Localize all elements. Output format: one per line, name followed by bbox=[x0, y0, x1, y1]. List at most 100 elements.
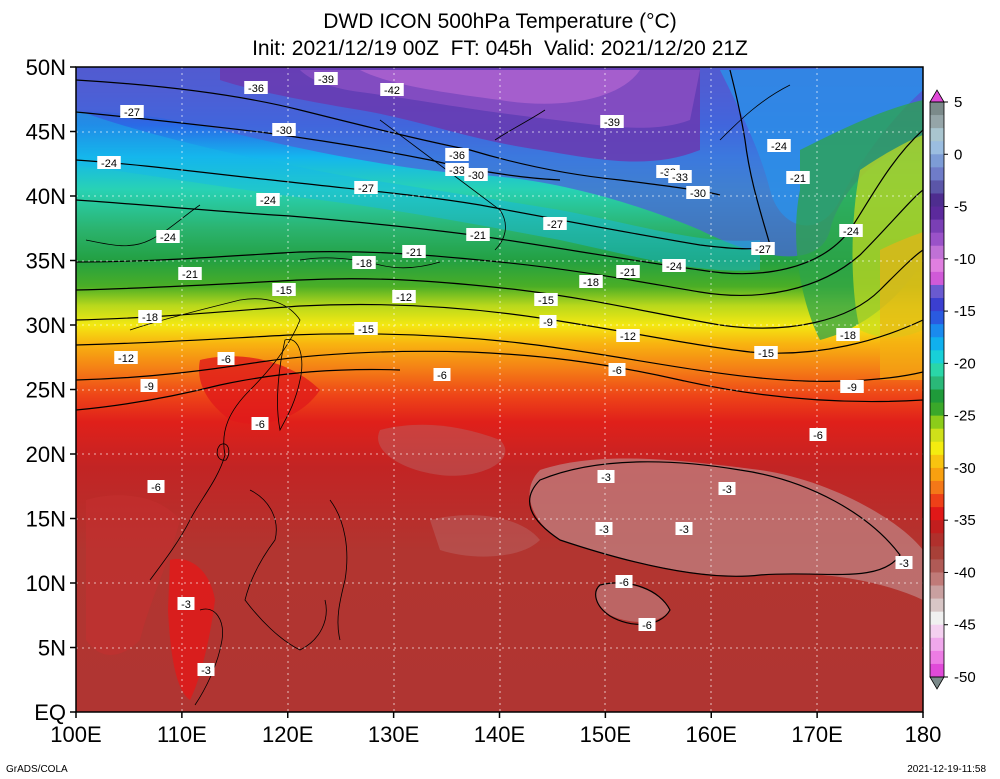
svg-text:-30: -30 bbox=[690, 188, 706, 200]
svg-text:-21: -21 bbox=[620, 267, 636, 279]
footer-software-credit: GrADS/COLA bbox=[6, 764, 68, 775]
contour-label: -6 bbox=[809, 428, 827, 442]
contour-label: -24 bbox=[97, 156, 121, 170]
svg-text:-9: -9 bbox=[543, 317, 553, 329]
colorbar-swatch bbox=[930, 559, 944, 573]
svg-text:-27: -27 bbox=[547, 219, 563, 231]
colorbar-swatch bbox=[930, 494, 944, 508]
svg-text:-12: -12 bbox=[118, 353, 134, 365]
contour-label: -3 bbox=[718, 482, 736, 496]
contour-label: -39 bbox=[600, 115, 624, 129]
colorbar-top-triangle bbox=[929, 89, 945, 103]
contour-label: -30 bbox=[686, 186, 710, 200]
svg-text:-3: -3 bbox=[899, 558, 909, 570]
lon-tick-label: 170E bbox=[791, 722, 842, 747]
lon-tick-label: 110E bbox=[157, 722, 207, 747]
contour-label: -3 bbox=[597, 470, 615, 484]
contour-label: -27 bbox=[354, 181, 378, 195]
svg-text:-6: -6 bbox=[437, 370, 447, 382]
svg-text:-3: -3 bbox=[181, 599, 191, 611]
svg-text:-24: -24 bbox=[160, 232, 176, 244]
contour-label: -12 bbox=[616, 329, 640, 343]
contour-label: -9 bbox=[140, 379, 158, 393]
colorbar-swatch bbox=[930, 258, 944, 273]
colorbar-swatch bbox=[930, 363, 944, 377]
lon-tick-label: 100E bbox=[50, 722, 101, 747]
svg-text:-39: -39 bbox=[318, 74, 334, 86]
lat-tick-label: 35N bbox=[26, 249, 66, 274]
contour-label: -30 bbox=[272, 123, 296, 137]
contour-label: -9 bbox=[843, 380, 861, 394]
svg-text:-3: -3 bbox=[599, 524, 609, 536]
colorbar-swatch bbox=[930, 350, 944, 364]
contour-label: -6 bbox=[615, 575, 633, 589]
colorbar-label: -45 bbox=[954, 617, 976, 634]
contour-label: -24 bbox=[767, 139, 791, 153]
contour-label: -6 bbox=[251, 417, 269, 431]
svg-text:-15: -15 bbox=[758, 348, 774, 360]
contour-label: -15 bbox=[754, 346, 778, 360]
svg-text:-3: -3 bbox=[201, 665, 211, 677]
colorbar-swatch bbox=[930, 128, 944, 142]
contour-label: -12 bbox=[392, 290, 416, 304]
svg-text:-6: -6 bbox=[642, 620, 652, 632]
colorbar-swatch bbox=[930, 402, 944, 417]
lon-tick-label: 150E bbox=[580, 722, 631, 747]
colorbar-swatch bbox=[930, 546, 944, 560]
svg-text:-6: -6 bbox=[619, 577, 629, 589]
lat-tick-label: 50N bbox=[26, 55, 66, 80]
colorbar-label: -50 bbox=[954, 669, 976, 686]
svg-text:-3: -3 bbox=[679, 524, 689, 536]
contour-label: -39 bbox=[314, 72, 338, 86]
colorbar-swatch bbox=[930, 520, 944, 534]
svg-text:-18: -18 bbox=[142, 312, 158, 324]
svg-text:-6: -6 bbox=[221, 354, 231, 366]
contour-label: -18 bbox=[138, 310, 162, 324]
contour-label: -36 bbox=[445, 148, 469, 162]
svg-text:-36: -36 bbox=[248, 83, 264, 95]
footer-timestamp: 2021-12-19-11:58 bbox=[907, 764, 986, 775]
colorbar-swatch bbox=[930, 572, 944, 587]
colorbar-bottom-triangle bbox=[929, 676, 945, 690]
contour-label: -6 bbox=[147, 480, 165, 494]
lat-tick-label: 20N bbox=[26, 442, 66, 467]
colorbar-swatch bbox=[930, 480, 944, 495]
contour-label: -15 bbox=[354, 322, 378, 336]
colorbar-swatch bbox=[930, 376, 944, 390]
svg-text:-21: -21 bbox=[470, 230, 486, 242]
lon-tick-label: 140E bbox=[474, 722, 525, 747]
svg-text:-21: -21 bbox=[790, 173, 806, 185]
svg-text:-12: -12 bbox=[396, 292, 412, 304]
colorbar-label: -10 bbox=[954, 251, 976, 268]
lon-tick-label: 120E bbox=[262, 722, 313, 747]
chart-title-line2: Init: 2021/12/19 00Z FT: 045h Valid: 202… bbox=[252, 37, 748, 60]
colorbar-swatch bbox=[930, 271, 944, 286]
colorbar-swatch bbox=[930, 637, 944, 652]
contour-label: -24 bbox=[662, 259, 686, 273]
svg-text:-24: -24 bbox=[771, 141, 787, 153]
colorbar-swatch bbox=[930, 298, 944, 312]
contour-label: -36 bbox=[244, 81, 268, 95]
lon-tick-label: 180 bbox=[905, 722, 942, 747]
contour-label: -3 bbox=[675, 522, 693, 536]
svg-text:-39: -39 bbox=[604, 117, 620, 129]
lat-tick-label: 25N bbox=[26, 378, 66, 403]
svg-text:-27: -27 bbox=[755, 244, 771, 256]
lat-tick-label: 45N bbox=[26, 120, 66, 145]
contour-label: -18 bbox=[579, 275, 603, 289]
colorbar-label: -40 bbox=[954, 564, 976, 581]
svg-text:-33: -33 bbox=[449, 165, 465, 177]
svg-text:-12: -12 bbox=[620, 331, 636, 343]
lon-tick-label: 130E bbox=[368, 722, 419, 747]
contour-label: -3 bbox=[177, 597, 195, 611]
svg-text:-9: -9 bbox=[144, 381, 154, 393]
svg-text:-3: -3 bbox=[601, 472, 611, 484]
colorbar-swatch bbox=[930, 115, 944, 129]
contour-label: -21 bbox=[786, 171, 810, 185]
svg-text:-21: -21 bbox=[182, 269, 198, 281]
lat-tick-label: EQ bbox=[34, 700, 66, 725]
contour-label: -6 bbox=[433, 368, 451, 382]
contour-label: -15 bbox=[534, 293, 558, 307]
colorbar-swatch bbox=[930, 206, 944, 221]
